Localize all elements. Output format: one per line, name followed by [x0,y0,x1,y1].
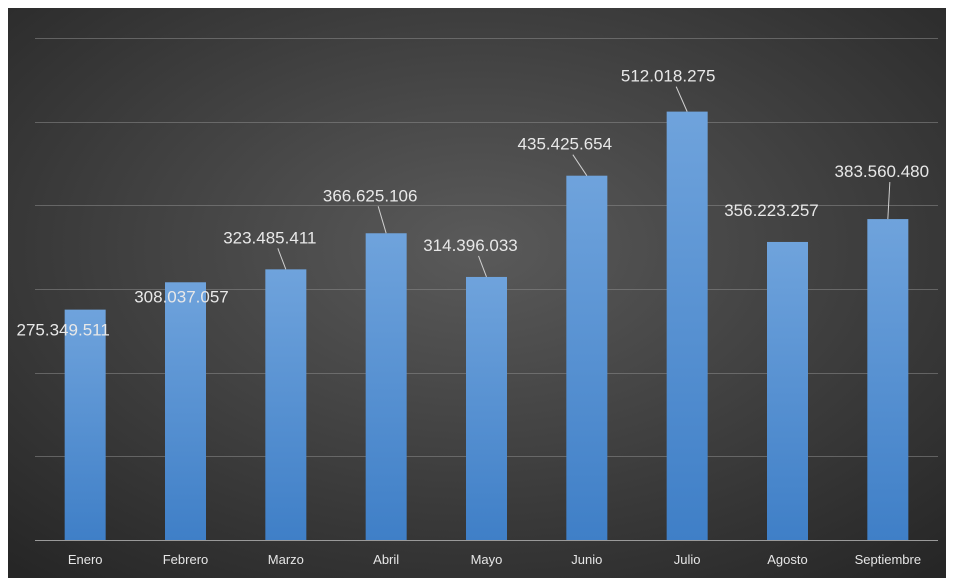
x-tick-label: Mayo [471,552,503,567]
x-tick-label: Junio [571,552,602,567]
x-tick-label: Septiembre [855,552,921,567]
bar-abril [365,233,407,540]
leader-line [887,182,891,220]
data-label: 323.485.411 [223,228,316,247]
x-tick-label: Marzo [268,552,304,567]
data-label: 314.396.033 [423,236,518,255]
leader-line [572,154,588,176]
bar-mayo [466,276,507,540]
data-label: 383.560.480 [835,162,930,181]
leader-line [675,86,688,112]
bar-junio [566,175,608,541]
bar-marzo [265,269,307,540]
data-label: 308.037.057 [134,287,229,306]
x-tick-label: Julio [674,552,701,567]
data-label: 366.625.106 [323,186,418,205]
data-label: 512.018.275 [621,67,716,86]
data-labels: 275.349.511 308.037.057 323.485.411 366.625… [17,67,930,340]
leader-line [277,248,287,270]
x-tick-label: Enero [68,552,103,567]
bar-julio [666,111,708,540]
x-tick-label: Agosto [767,552,807,567]
data-label: 275.349.511 [17,321,110,340]
x-tick-label: Abril [373,552,399,567]
bar-enero [64,309,106,540]
leader-line [478,255,487,278]
x-tick-labels: Enero Febrero Marzo Abril Mayo Junio Julio Agos… [68,552,921,567]
bar-chart: 275.349.511 308.037.057 323.485.411 366.625… [8,8,946,578]
x-tick-label: Febrero [163,552,209,567]
data-label: 356.223.257 [724,201,819,220]
leader-line [377,206,387,234]
bar-agosto [767,241,808,540]
data-label: 435.425.654 [518,135,613,154]
bar-septiembre [867,219,909,540]
chart-area: 275.349.511 308.037.057 323.485.411 366.625… [8,8,946,578]
bar-febrero [165,282,206,540]
bars [64,111,909,541]
